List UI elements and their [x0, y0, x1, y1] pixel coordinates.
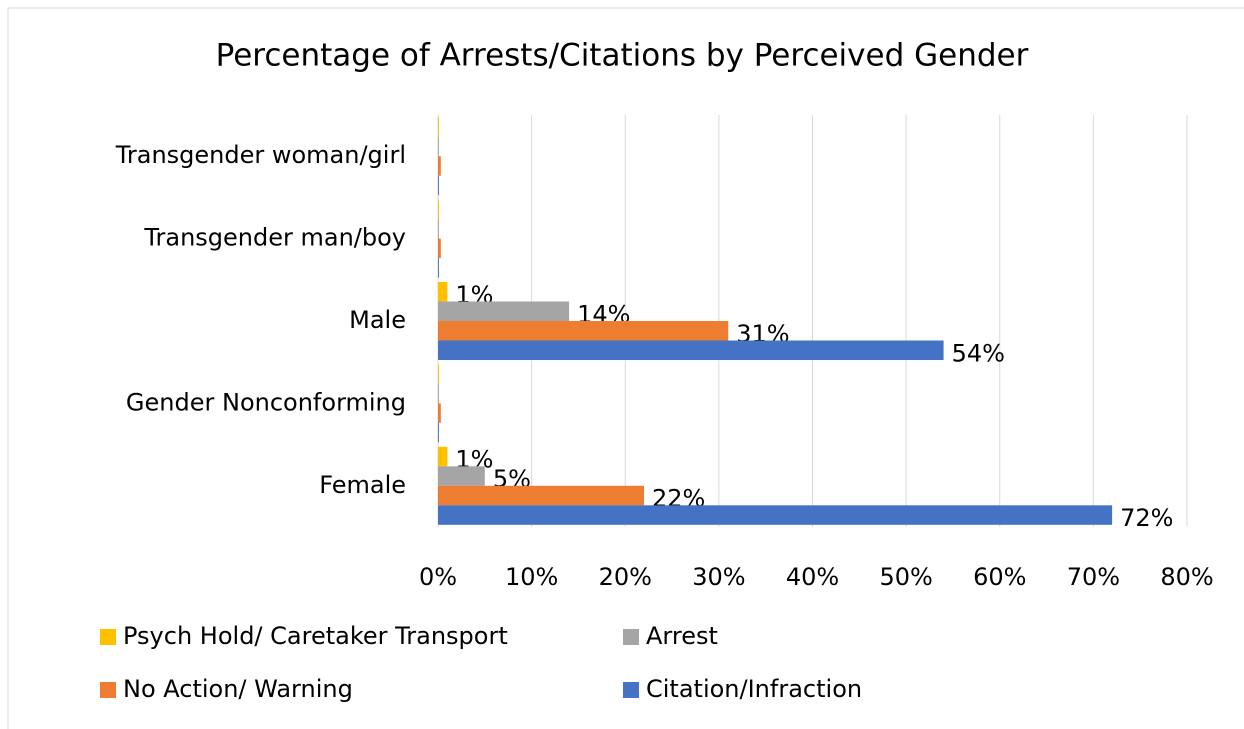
bar [438, 505, 1113, 525]
legend-swatch [623, 629, 639, 645]
y-tick-label: Gender Nonconforming [126, 388, 406, 416]
x-tick-label: 40% [786, 563, 839, 591]
data-label: 72% [1120, 504, 1173, 532]
x-tick-label: 10% [505, 563, 558, 591]
legend-label: Citation/Infraction [646, 675, 862, 703]
legend-swatch [100, 629, 116, 645]
bar [438, 340, 944, 360]
bar [438, 466, 485, 486]
legend-label: Psych Hold/ Caretaker Transport [123, 622, 508, 650]
bar [438, 446, 448, 467]
chart-border [7, 7, 1244, 729]
chart-title: Percentage of Arrests/Citations by Perce… [216, 38, 1029, 74]
bar [438, 136, 439, 157]
x-tick-label: 0% [419, 563, 457, 591]
bar [438, 282, 448, 302]
x-tick-label: 30% [692, 563, 745, 591]
x-tick-label: 70% [1067, 563, 1120, 591]
bar [438, 156, 441, 176]
bar [438, 364, 439, 384]
y-tick-label: Transgender woman/girl [115, 141, 406, 169]
legend-label: Arrest [646, 622, 718, 650]
legend-swatch [100, 682, 116, 698]
bar [438, 199, 439, 220]
bar [438, 383, 439, 404]
legend-swatch [623, 682, 639, 698]
x-tick-label: 50% [879, 563, 932, 591]
bar [438, 219, 439, 239]
bar [438, 258, 439, 278]
bar [438, 117, 439, 137]
bar [438, 301, 570, 321]
bar [438, 422, 439, 443]
bar [438, 175, 439, 196]
x-tick-label: 60% [973, 563, 1026, 591]
legend-label: No Action/ Warning [123, 675, 353, 703]
y-tick-label: Female [319, 471, 406, 499]
bar [438, 403, 441, 423]
bar [438, 321, 729, 341]
x-tick-label: 20% [599, 563, 652, 591]
x-tick-label: 80% [1160, 563, 1213, 591]
bar [438, 485, 644, 506]
data-label: 54% [952, 339, 1005, 367]
bar [438, 238, 441, 259]
y-tick-label: Male [349, 306, 406, 334]
y-tick-label: Transgender man/boy [143, 224, 406, 252]
